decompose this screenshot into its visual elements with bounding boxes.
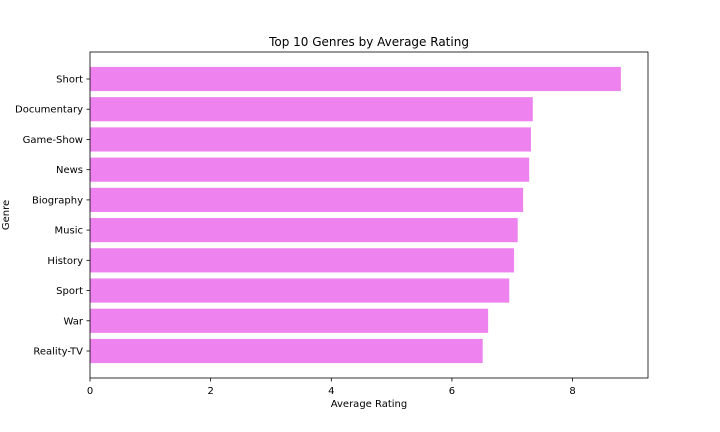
chart-title: Top 10 Genres by Average Rating <box>268 35 469 49</box>
y-tick-label: History <box>47 256 83 267</box>
x-tick-label: 4 <box>328 386 334 397</box>
bar-history <box>90 248 515 273</box>
y-tick-label: War <box>64 316 84 327</box>
x-tick-label: 0 <box>87 386 93 397</box>
bar-short <box>90 66 621 92</box>
y-tick-label: Documentary <box>15 105 83 116</box>
bar-documentary <box>90 97 533 122</box>
bar-reality-tv <box>90 338 483 364</box>
bar-news <box>90 157 530 182</box>
x-tick-label: 8 <box>569 386 575 397</box>
plot-frame <box>89 51 649 379</box>
bar-war <box>90 308 489 333</box>
y-tick-label: Reality-TV <box>33 347 83 358</box>
x-tick-label: 6 <box>449 386 455 397</box>
bar-music <box>90 218 518 243</box>
x-ticks-group: 0 2 4 6 8 <box>87 378 576 397</box>
y-tick-label: Music <box>55 226 83 237</box>
bars-group <box>90 66 621 364</box>
bar-biography <box>90 187 524 212</box>
bar-sport <box>90 278 510 303</box>
y-tick-label: News <box>56 165 83 176</box>
bar-game-show <box>90 127 531 152</box>
y-ticks-group: Short Documentary Game-Show News Biography Mu… <box>15 75 90 358</box>
y-axis-label: Genre <box>1 200 12 230</box>
x-axis-label: Average Rating <box>331 399 407 410</box>
y-tick-label: Biography <box>32 195 83 206</box>
x-tick-label: 2 <box>207 386 213 397</box>
y-tick-label: Game-Show <box>23 135 83 146</box>
y-tick-label: Sport <box>56 286 83 297</box>
y-tick-label: Short <box>56 75 83 86</box>
